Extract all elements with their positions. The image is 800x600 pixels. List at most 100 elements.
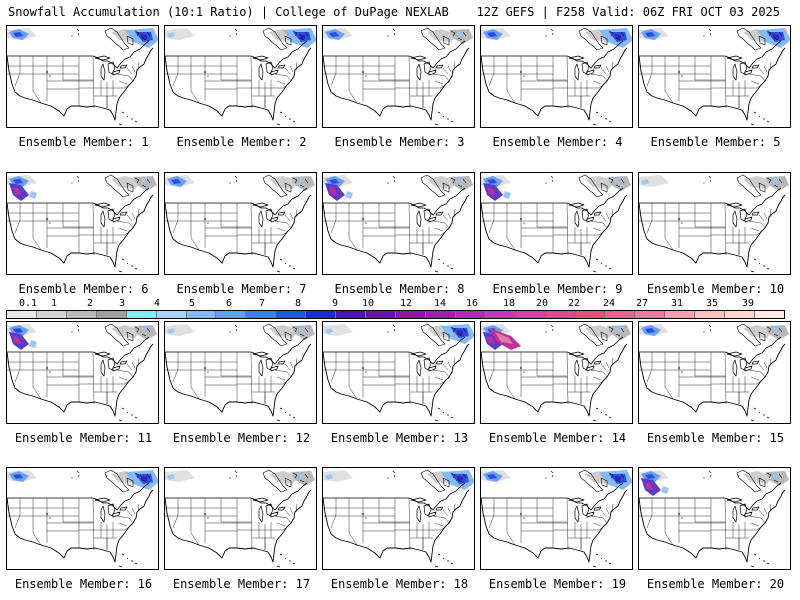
snowfall-map <box>639 27 790 126</box>
colorbar-swatches <box>6 310 785 319</box>
map-title: Snowfall Accumulation (10:1 Ratio) | Col… <box>8 5 449 19</box>
colorbar-labels: 0.1 1 2 3 4 5 6 7 8 9 10 12 14 16 18 20 22 24 27 31 35 39 <box>6 298 785 310</box>
us-basemap <box>481 469 628 568</box>
colorbar-swatch <box>306 311 337 318</box>
colorbar-tick-label: 5 <box>188 298 196 309</box>
snow-shading <box>639 470 789 519</box>
colorbar-tick-label: 31 <box>670 298 684 309</box>
colorbar-tick-label: 6 <box>225 298 233 309</box>
colorbar-swatch <box>366 311 396 318</box>
colorbar-tick-label: 12 <box>399 298 413 309</box>
ensemble-map-panel <box>164 25 317 128</box>
snowfall-map <box>481 174 631 273</box>
us-basemap <box>639 469 786 568</box>
snow-shading <box>639 175 789 224</box>
snowfall-map <box>165 323 315 422</box>
snow-shading <box>7 324 157 373</box>
ensemble-map-panel <box>164 467 317 570</box>
us-basemap <box>323 27 470 126</box>
colorbar-swatch <box>246 311 277 318</box>
snow-shading <box>7 470 158 519</box>
colorbar-swatch <box>7 311 37 318</box>
ensemble-member-label: Ensemble Member: 16 <box>14 577 153 591</box>
us-basemap <box>481 174 628 273</box>
colorbar-tick-label: 7 <box>258 298 266 309</box>
us-basemap <box>323 323 470 422</box>
colorbar-swatch <box>755 311 784 318</box>
snowfall-map <box>323 323 474 422</box>
colorbar-swatch <box>575 311 606 318</box>
snowfall-map <box>323 469 474 568</box>
colorbar-swatch <box>156 311 187 318</box>
us-basemap <box>165 27 312 126</box>
colorbar-tick-label: 18 <box>502 298 516 309</box>
us-basemap <box>323 174 470 273</box>
ensemble-member-label: Ensemble Member: 20 <box>646 577 785 591</box>
colorbar-tick-label: 24 <box>602 298 616 309</box>
colorbar-swatch <box>455 311 486 318</box>
ensemble-member-label: Ensemble Member: 8 <box>334 282 465 296</box>
colorbar-swatch <box>605 311 636 318</box>
colorbar-tick-label: 0.1 <box>18 298 38 309</box>
colorbar-tick-label: 14 <box>433 298 447 309</box>
colorbar-swatch <box>216 311 247 318</box>
ensemble-member-label: Ensemble Member: 1 <box>18 135 149 149</box>
ensemble-member-label: Ensemble Member: 11 <box>14 431 153 445</box>
us-basemap <box>323 469 470 568</box>
ensemble-map-panel <box>322 321 475 424</box>
colorbar-tick-label: 9 <box>331 298 339 309</box>
snowfall-map <box>639 469 789 568</box>
colorbar-swatch <box>425 311 456 318</box>
colorbar-swatch <box>545 311 576 318</box>
ensemble-map-panel <box>6 172 159 275</box>
colorbar-tick-label: 1 <box>50 298 58 309</box>
colorbar-tick-label: 2 <box>86 298 94 309</box>
ensemble-map-panel <box>6 321 159 424</box>
us-basemap <box>7 469 154 568</box>
snow-shading <box>7 28 158 77</box>
us-basemap <box>639 27 786 126</box>
ensemble-map-panel <box>480 172 633 275</box>
snow-shading <box>165 470 315 519</box>
colorbar-tick-label: 16 <box>465 298 479 309</box>
snow-shading <box>165 175 315 224</box>
snow-shading <box>323 470 474 519</box>
ensemble-map-panel <box>480 467 633 570</box>
ensemble-member-label: Ensemble Member: 14 <box>488 431 627 445</box>
snowfall-map <box>7 174 157 273</box>
ensemble-member-label: Ensemble Member: 13 <box>330 431 469 445</box>
ensemble-member-label: Ensemble Member: 6 <box>18 282 149 296</box>
colorbar-swatch <box>186 311 217 318</box>
ensemble-member-label: Ensemble Member: 3 <box>334 135 465 149</box>
colorbar-tick-label: 20 <box>535 298 549 309</box>
ensemble-map-panel <box>638 172 791 275</box>
snowfall-map <box>481 469 632 568</box>
colorbar-tick-label: 27 <box>635 298 649 309</box>
ensemble-member-label: Ensemble Member: 10 <box>646 282 785 296</box>
snowfall-map <box>639 174 789 273</box>
snow-shading <box>481 324 631 373</box>
snow-shading <box>323 28 473 77</box>
snowfall-map <box>7 323 157 422</box>
ensemble-map-panel <box>638 321 791 424</box>
ensemble-map-panel <box>164 172 317 275</box>
ensemble-map-panel <box>322 467 475 570</box>
snowfall-map <box>165 27 316 126</box>
colorbar-swatch <box>96 311 127 318</box>
snowfall-map <box>481 27 632 126</box>
snow-shading <box>481 470 632 519</box>
us-basemap <box>7 323 154 422</box>
ensemble-member-label: Ensemble Member: 5 <box>650 135 781 149</box>
colorbar-tick-label: 22 <box>567 298 581 309</box>
ensemble-map-panel <box>480 321 633 424</box>
ensemble-map-panel <box>322 172 475 275</box>
snow-shading <box>7 175 157 224</box>
colorbar-swatch <box>276 311 307 318</box>
ensemble-map-panel <box>6 25 159 128</box>
snow-shading <box>481 175 631 224</box>
ensemble-map-panel <box>322 25 475 128</box>
snow-shading <box>165 324 315 373</box>
snowfall-map <box>165 469 315 568</box>
colorbar-swatch <box>336 311 367 318</box>
ensemble-member-label: Ensemble Member: 9 <box>492 282 623 296</box>
